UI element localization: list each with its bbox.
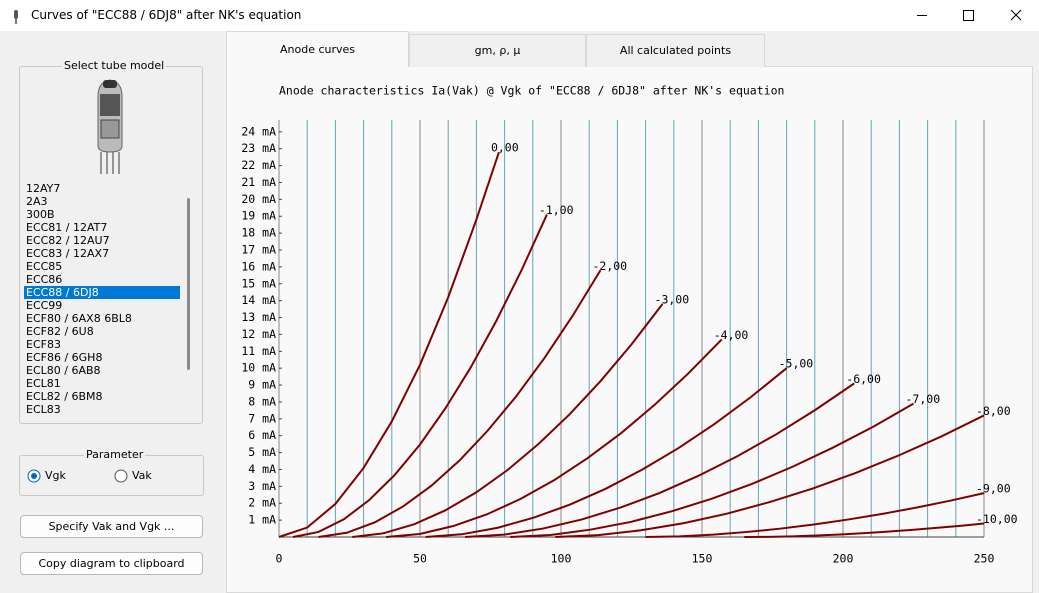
curve-label: -3,00 (655, 293, 690, 307)
list-item[interactable]: ECF80 / 6AX8 6BL8 (26, 312, 132, 325)
radio-circle (114, 469, 128, 483)
y-tick-label: 1 mA (248, 513, 276, 527)
curve-label: -4,00 (714, 328, 749, 342)
x-tick-label: 250 (974, 552, 995, 566)
curve-label: 0,00 (491, 141, 519, 155)
curve-label: -6,00 (846, 372, 881, 386)
curve (465, 382, 855, 538)
list-item[interactable]: ECC88 / 6DJ8 (24, 286, 180, 299)
radio-button[interactable] (114, 469, 128, 483)
list-item[interactable]: ECC85 (26, 260, 63, 273)
y-tick-label: 18 mA (241, 226, 276, 240)
list-item[interactable]: ECC86 (26, 273, 63, 286)
curve-label: -7,00 (906, 392, 941, 406)
x-tick-label: 200 (833, 552, 854, 566)
y-tick-label: 21 mA (241, 175, 276, 189)
x-tick-label: 0 (276, 552, 283, 566)
tab[interactable]: gm, ρ, μ (409, 34, 586, 67)
y-tick-label: 5 mA (248, 445, 276, 459)
radio-button[interactable] (27, 469, 41, 483)
curve-label: -9,00 (976, 482, 1011, 496)
curve (510, 402, 914, 538)
radio-dot (31, 473, 37, 479)
curve (645, 492, 985, 538)
list-item[interactable]: 300B (26, 208, 55, 221)
y-tick-label: 14 mA (241, 293, 276, 307)
y-tick-label: 23 mA (241, 141, 276, 155)
scrollbar[interactable] (181, 182, 196, 417)
curve (386, 338, 723, 538)
x-tick-label: 150 (692, 552, 713, 566)
list-item[interactable]: 12AY7 (26, 182, 61, 195)
y-tick-label: 24 mA (241, 124, 276, 138)
x-tick-label: 50 (413, 552, 427, 566)
y-tick-label: 11 mA (241, 344, 276, 358)
specify-button[interactable]: Specify Vak and Vgk ... (20, 515, 203, 538)
tube-image (97, 79, 123, 174)
curve (318, 269, 602, 538)
radio-label: Vak (132, 469, 152, 482)
chart-title: Anode characteristics Ia(Vak) @ Vgk of "… (279, 84, 784, 98)
y-tick-label: 8 mA (248, 394, 276, 408)
curve (352, 303, 664, 538)
title-bar: Curves of "ECC88 / 6DJ8" after NK's equa… (0, 0, 1039, 31)
curve (292, 214, 548, 538)
list-item[interactable]: ECC83 / 12AX7 (26, 247, 110, 260)
curve-label: -2,00 (592, 259, 627, 273)
y-tick-label: 15 mA (241, 276, 276, 290)
curve (555, 414, 985, 538)
y-tick-label: 4 mA (248, 462, 276, 476)
y-tick-label: 17 mA (241, 242, 276, 256)
curve-label: -1,00 (539, 203, 574, 217)
y-tick-label: 22 mA (241, 158, 276, 172)
list-item[interactable]: ECC99 (26, 299, 63, 312)
list-item[interactable]: ECF83 (26, 338, 61, 351)
y-tick-label: 3 mA (248, 479, 276, 493)
list-item[interactable]: ECC81 / 12AT7 (26, 221, 108, 234)
y-tick-label: 7 mA (248, 411, 276, 425)
close-button[interactable] (1010, 9, 1022, 21)
x-tick-label: 100 (551, 552, 572, 566)
list-item[interactable]: ECC82 / 12AU7 (26, 234, 110, 247)
tab[interactable]: All calculated points (586, 34, 765, 67)
title-bar-icons (14, 9, 1022, 24)
list-item[interactable]: 2A3 (26, 195, 48, 208)
parameter-group-title: Parameter (84, 448, 146, 461)
scrollbar-thumb[interactable] (187, 198, 190, 370)
list-item[interactable]: ECL80 / 6AB8 (26, 364, 101, 377)
y-tick-label: 6 mA (248, 428, 276, 442)
curve (425, 367, 788, 538)
curve-label: -8,00 (976, 404, 1011, 418)
tube-list[interactable]: 12AY7 2A3 300B ECC81 / 12AT7 ECC82 / 12AU7 EC… (24, 182, 196, 417)
window-title: Curves of "ECC88 / 6DJ8" after NK's equa… (31, 8, 302, 22)
y-tick-label: 9 mA (248, 378, 276, 392)
curve (744, 522, 985, 538)
copy-button[interactable]: Copy diagram to clipboard (20, 552, 203, 575)
curve (278, 151, 500, 538)
y-tick-label: 20 mA (241, 192, 276, 206)
curve-label: -5,00 (779, 357, 814, 371)
y-tick-label: 16 mA (241, 259, 276, 273)
tab[interactable]: Anode curves (226, 31, 409, 67)
list-item[interactable]: ECL81 (26, 377, 61, 390)
tube-group-title: Select tube model (62, 59, 167, 72)
app-icon (14, 10, 18, 24)
y-tick-label: 13 mA (241, 310, 276, 324)
list-item[interactable]: ECL82 / 6BM8 (26, 390, 103, 403)
y-tick-label: 19 mA (241, 209, 276, 223)
list-item[interactable]: ECL83 (26, 403, 61, 416)
radio-label: Vgk (45, 469, 66, 482)
y-tick-label: 2 mA (248, 496, 276, 510)
maximize-button[interactable] (963, 10, 974, 21)
curve-label: -10,00 (976, 512, 1018, 526)
y-tick-label: 10 mA (241, 361, 276, 375)
list-item[interactable]: ECF82 / 6U8 (26, 325, 94, 338)
list-item[interactable]: ECF86 / 6GH8 (26, 351, 103, 364)
y-tick-label: 12 mA (241, 327, 276, 341)
